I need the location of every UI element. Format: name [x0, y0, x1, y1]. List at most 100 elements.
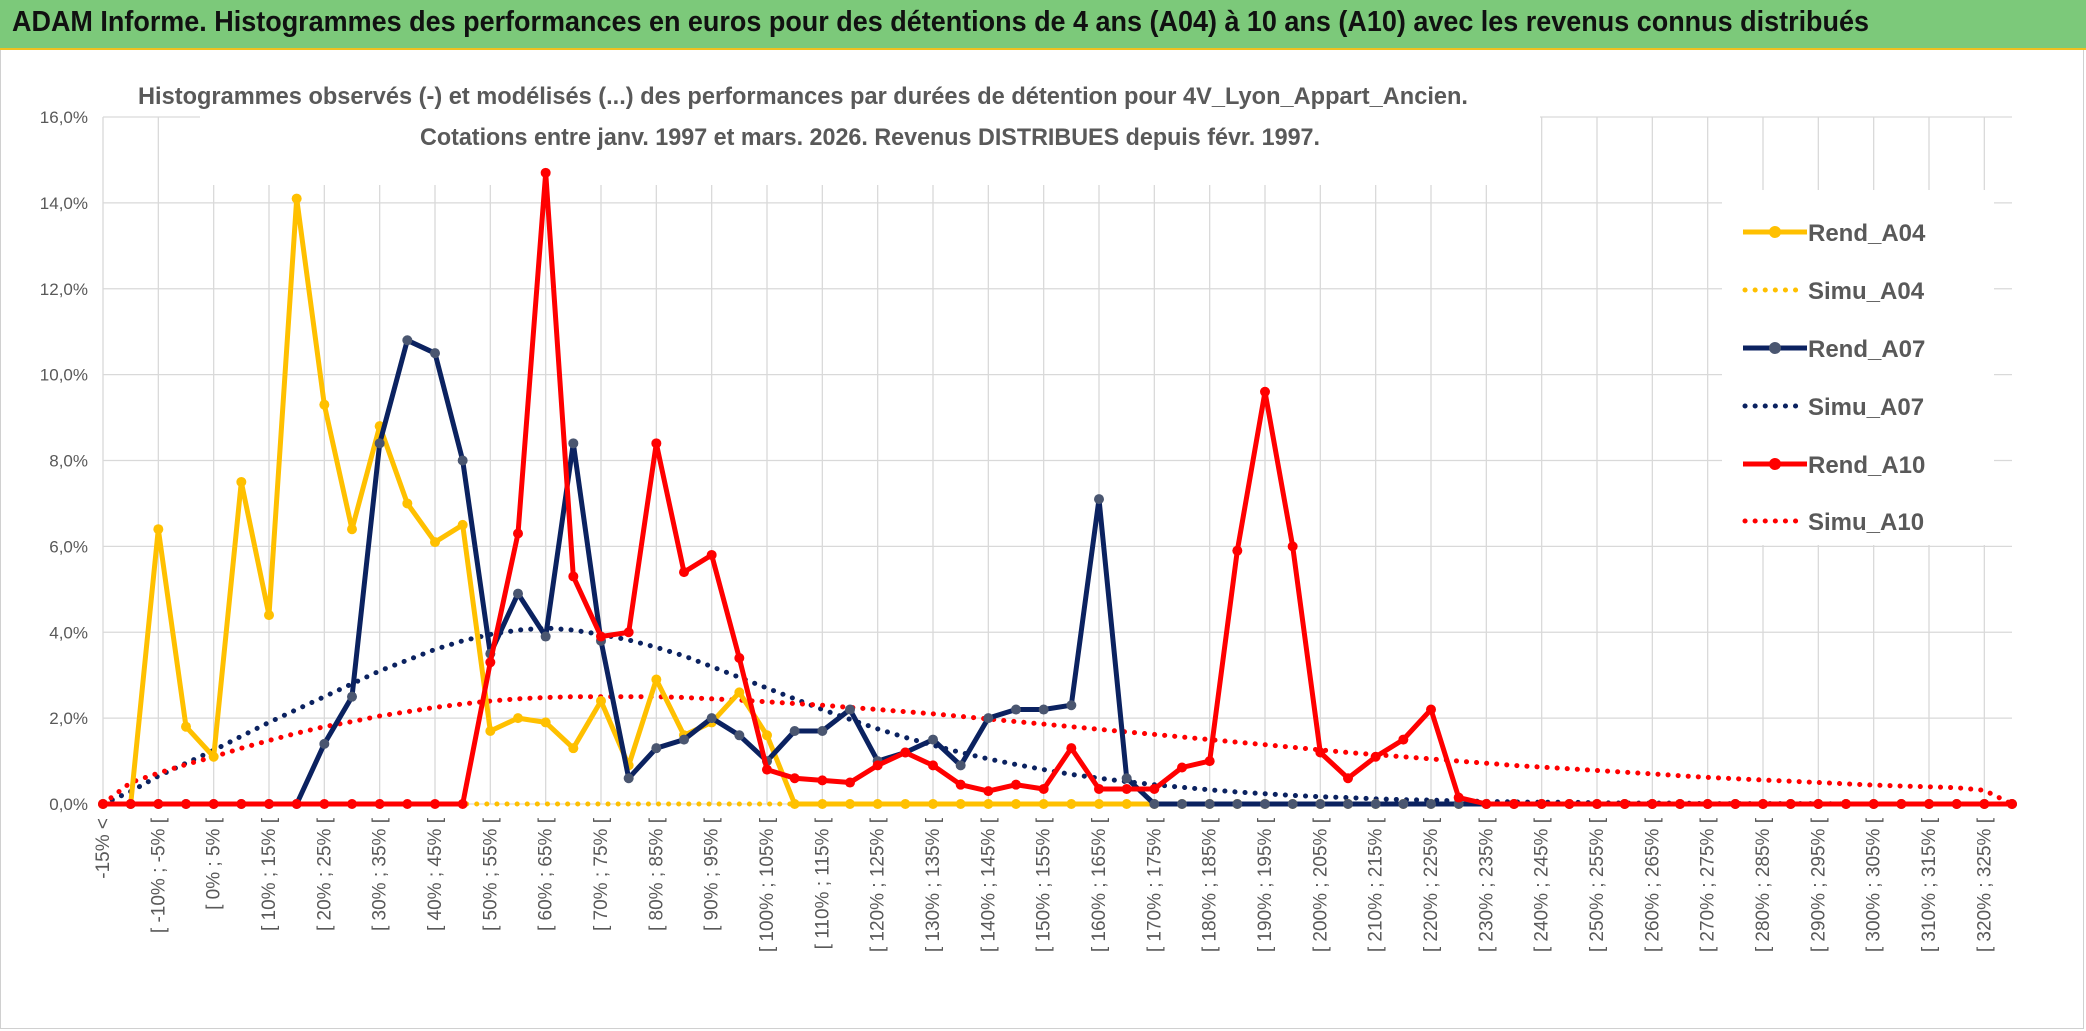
series-rend-a10-point: [1702, 799, 1713, 809]
series-rend-a04-point: [928, 799, 938, 809]
series-rend-a10-point: [568, 571, 579, 582]
series-rend-a10-point: [236, 799, 247, 809]
series-rend-a10-point: [1896, 799, 1907, 809]
legend-rend-a04-marker: [1769, 226, 1781, 238]
series-rend-a10-point: [319, 799, 330, 809]
x-tick-label: [ 120% ; 125% [: [868, 817, 889, 952]
series-rend-a04-point: [347, 524, 357, 535]
series-rend-a10-point: [1398, 734, 1409, 745]
series-rend-a07-point: [679, 734, 689, 745]
legend-simu-a07-label: Simu_A07: [1808, 394, 1924, 421]
series-rend-a04-point: [430, 537, 440, 548]
series-rend-a10-point: [1011, 779, 1021, 790]
x-tick-label: [ 40% ; 45% [: [425, 817, 446, 931]
performance-histogram-chart: 0,0% 2,0% 4,0% 6,0% 8,0% 10,0% 12,0% 14,0% 16,0%…: [40, 77, 2017, 952]
series-rend-a10-point: [955, 779, 966, 790]
x-tick-label: [ 50% ; 55% [: [480, 817, 501, 931]
series-rend-a07-point: [1149, 799, 1160, 809]
series-rend-a04-point: [1066, 799, 1077, 809]
x-tick-label: [ 240% ; 245% [: [1532, 817, 1553, 952]
series-rend-a07-point: [1232, 799, 1243, 809]
series-rend-a10-point: [430, 799, 440, 809]
x-tick-label: [ 210% ; 215% [: [1366, 817, 1387, 952]
series-rend-a10-point: [540, 167, 551, 178]
series-rend-a04-point: [1011, 799, 1021, 809]
x-tick-label: [ 100% ; 105% [: [757, 817, 778, 952]
series-rend-a04-point: [1121, 799, 1132, 809]
series-rend-a10-point: [1730, 799, 1741, 809]
series-rend-a07-point: [1260, 799, 1270, 809]
legend-rend-a10-marker: [1769, 458, 1781, 470]
series-rend-a10-point: [1536, 799, 1547, 809]
x-tick-label: [ -10% ; -5% [: [148, 817, 169, 933]
x-tick-label: [ 130% ; 135% [: [923, 817, 944, 952]
chart-title: Histogrammes observés (-) et modélisés (…: [138, 83, 1468, 110]
x-tick-label: [ 290% ; 295% [: [1808, 817, 1829, 952]
series-rend-a10-point: [679, 567, 689, 578]
series-rend-a07-point: [513, 588, 523, 599]
x-tick-label: [ 200% ; 205% [: [1310, 817, 1331, 952]
series-rend-a10-point: [1260, 386, 1270, 397]
series-rend-a07-point: [1038, 704, 1049, 715]
x-tick-label: [ 300% ; 305% [: [1864, 817, 1885, 952]
legend-rend-a07-label: Rend_A07: [1808, 336, 1925, 363]
title-backdrop: [200, 77, 1540, 185]
series-rend-a10-point: [347, 799, 357, 809]
series-rend-a07-point: [457, 455, 468, 466]
series-rend-a07-point: [1398, 799, 1409, 809]
series-rend-a10-point: [1564, 799, 1575, 809]
series-rend-a04-point: [513, 713, 523, 724]
x-tick-label: [ 80% ; 85% [: [646, 817, 667, 931]
series-rend-a10-point: [1315, 747, 1326, 758]
series-rend-a07-point: [955, 760, 966, 771]
series-rend-a04-point: [1094, 799, 1104, 809]
series-rend-a07-point: [845, 704, 855, 715]
series-rend-a10-point: [1785, 799, 1796, 809]
x-tick-label: -15% <: [93, 818, 114, 879]
series-rend-a07-point: [1011, 704, 1021, 715]
series-rend-a10-point: [1066, 743, 1077, 754]
series-rend-a10-point: [125, 799, 136, 809]
series-rend-a07-point: [1370, 799, 1381, 809]
legend-rend-a10-label: Rend_A10: [1808, 452, 1925, 479]
series-rend-a10-point: [1619, 799, 1630, 809]
series-rend-a10-point: [513, 528, 523, 539]
series-rend-a10-point: [2007, 799, 2017, 809]
series-rend-a10-point: [1758, 799, 1768, 809]
series-rend-a10-point: [789, 773, 800, 784]
series-rend-a04-point: [900, 799, 911, 809]
series-rend-a04-point: [817, 799, 828, 809]
series-rend-a07-point: [319, 738, 330, 749]
series-rend-a07-point: [1094, 494, 1104, 505]
x-tick-label: [ 10% ; 15% [: [259, 817, 280, 931]
series-rend-a04-point: [319, 399, 330, 410]
series-rend-a10-point: [817, 775, 828, 786]
series-rend-a04-point: [762, 730, 772, 741]
series-simu-a07-line: [100, 625, 2015, 807]
y-tick-label: 16,0%: [40, 108, 88, 127]
series-rend-a10-point: [1177, 762, 1187, 773]
x-tick-label: [ 320% ; 325% [: [1974, 817, 1995, 952]
x-tick-label: [ 90% ; 95% [: [702, 817, 723, 931]
series-rend-a10-point: [1951, 799, 1962, 809]
series-rend-a10-point: [1675, 799, 1685, 809]
x-tick-label: [ 160% ; 165% [: [1089, 817, 1110, 952]
series-rend-a04-point: [734, 687, 745, 698]
series-rend-a10-point: [706, 549, 717, 560]
series-rend-a07-point: [568, 438, 579, 449]
series-rend-a04-point: [264, 610, 274, 621]
series-rend-a10-point: [1232, 545, 1243, 556]
series-rend-a10-point: [98, 799, 108, 809]
series-rend-a07-point: [623, 773, 634, 784]
x-tick-label: [ 220% ; 225% [: [1421, 817, 1442, 952]
series-rend-a07-point: [1177, 799, 1187, 809]
x-tick-label: [ 190% ; 195% [: [1255, 817, 1276, 952]
series-rend-a04-point: [983, 799, 994, 809]
report-banner: ADAM Informe. Histogrammes des performan…: [0, 0, 2086, 50]
x-tick-label: [ 0% ; 5% [: [204, 817, 225, 910]
series-rend-a07-point: [430, 348, 440, 359]
series-rend-a04-point: [236, 476, 247, 487]
series-rend-a04-point: [291, 193, 302, 204]
series-simu-a10-line: [100, 694, 2015, 807]
y-tick-label: 2,0%: [49, 709, 88, 728]
